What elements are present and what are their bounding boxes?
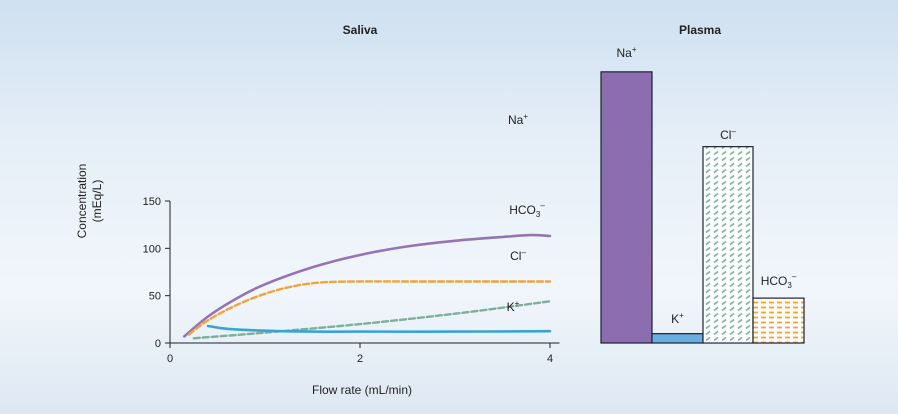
plasma-bars: Na+ K+ Cl– HCO3– xyxy=(600,45,805,344)
series-line-na xyxy=(183,233,552,338)
x-axis-title: Flow rate (mL/min) xyxy=(312,383,412,397)
x-tick-label: 2 xyxy=(357,353,363,365)
y-tick-label: 50 xyxy=(149,291,161,303)
plasma-bar-label-cl: Cl– xyxy=(720,127,736,142)
plasma-bar-label-k: K+ xyxy=(671,311,684,326)
plasma-bar-hco3 xyxy=(752,297,805,344)
saliva-chart: Saliva 0 2 4 0 50 100 150 Na+ HCO3– Cl– K+ Flow r… xyxy=(75,23,560,397)
y-tick-label: 0 xyxy=(155,338,161,350)
y-tick-label: 100 xyxy=(143,243,161,255)
series-label-k: K+ xyxy=(507,299,520,314)
series-label-hco3: HCO3– xyxy=(509,201,545,219)
series-line-k xyxy=(206,324,552,333)
y-tick-label: 150 xyxy=(143,196,161,208)
plasma-bar-k xyxy=(651,333,704,344)
saliva-series-labels: Na+ HCO3– Cl– K+ xyxy=(507,112,546,314)
series-label-cl: Cl– xyxy=(510,248,526,263)
y-axis-title-line1: Concentration xyxy=(75,164,89,239)
x-tick-label: 4 xyxy=(547,353,553,365)
y-axis-title: Concentration (mEq/L) xyxy=(75,164,104,239)
saliva-lines xyxy=(183,233,552,340)
plasma-bar-cl xyxy=(702,146,754,344)
plasma-bar-na xyxy=(600,71,653,344)
series-label-na: Na+ xyxy=(508,112,528,127)
plasma-bar-label-na: Na+ xyxy=(616,45,636,60)
plasma-title: Plasma xyxy=(679,23,721,37)
plasma-bar-label-hco3: HCO3– xyxy=(761,272,797,290)
saliva-title: Saliva xyxy=(343,23,378,37)
series-line-hco3 xyxy=(187,280,552,336)
y-axis-title-line2: (mEq/L) xyxy=(90,180,104,223)
x-tick-label: 0 xyxy=(167,353,173,365)
plasma-chart: Plasma Na+ K+ Cl– HCO3– xyxy=(600,23,805,344)
series-line-cl xyxy=(192,300,552,340)
saliva-axes: 0 2 4 0 50 100 150 xyxy=(143,196,560,365)
